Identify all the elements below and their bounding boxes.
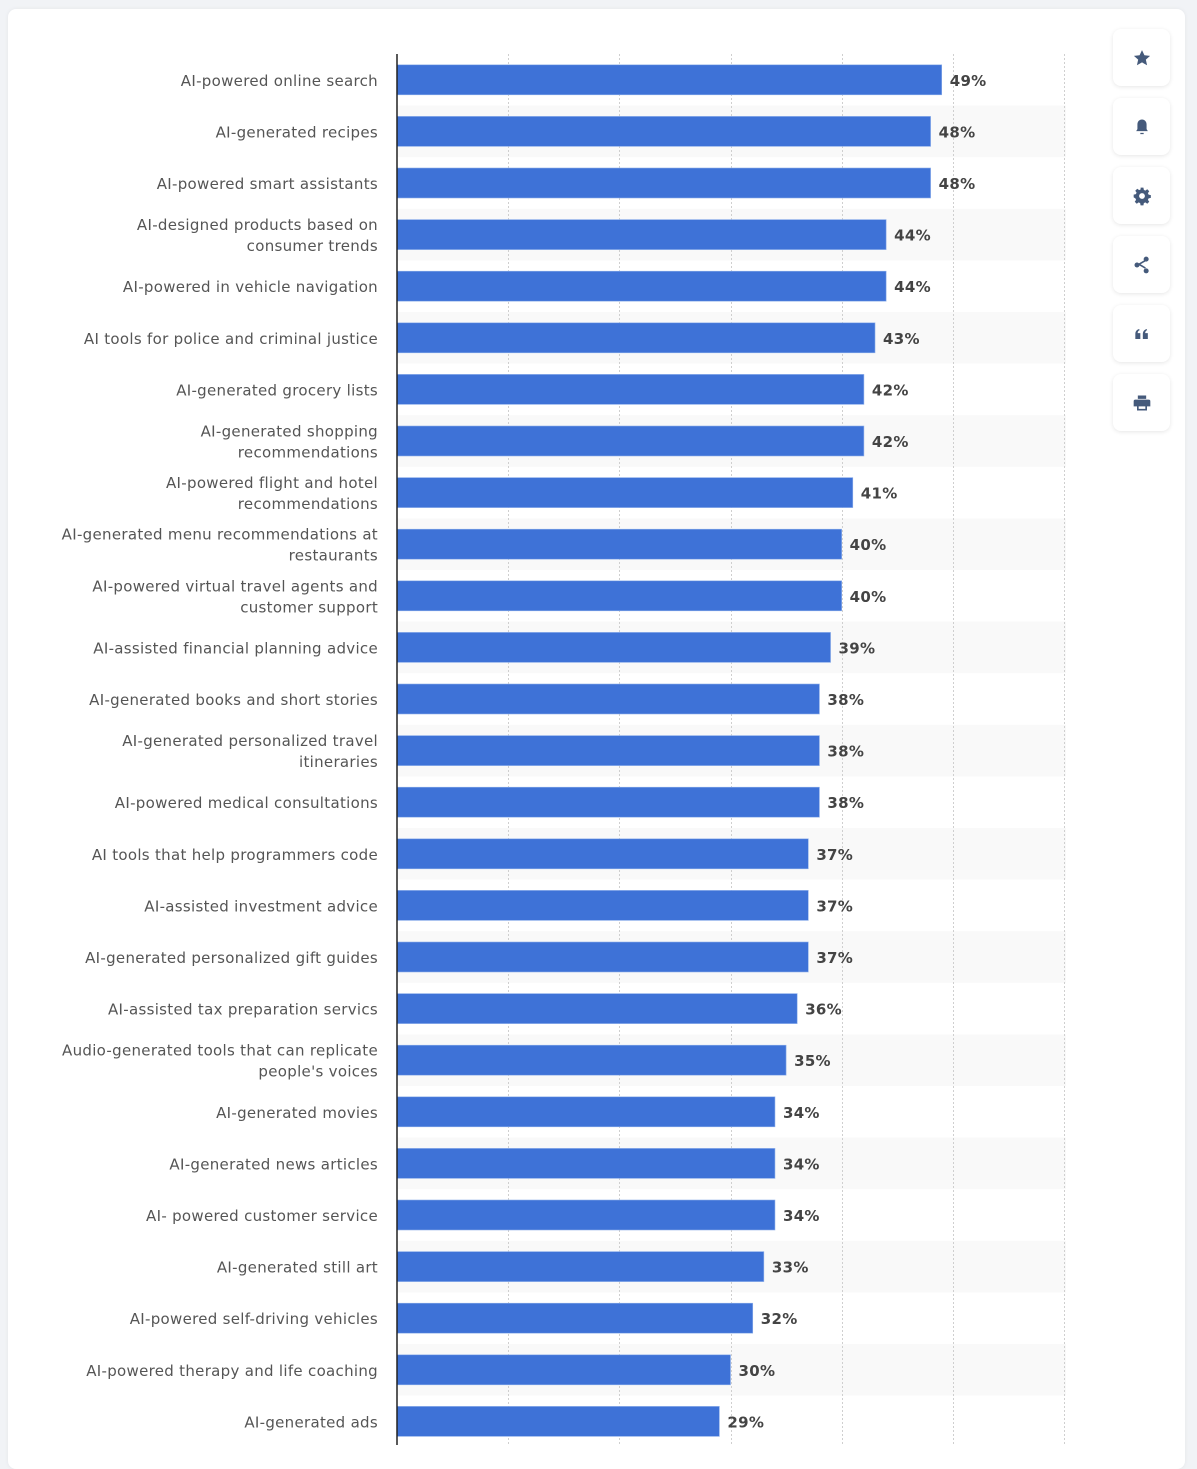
star-icon xyxy=(1133,49,1150,65)
category-label: AI-powered smart assistants xyxy=(157,175,378,193)
print-icon xyxy=(1133,395,1150,410)
value-label: 41% xyxy=(861,485,898,503)
bar[interactable] xyxy=(396,1406,720,1437)
bar[interactable] xyxy=(396,1251,765,1282)
category-label: AI-generated books and short stories xyxy=(89,691,378,709)
value-label: 38% xyxy=(827,794,864,812)
bar[interactable] xyxy=(396,632,831,663)
bar[interactable] xyxy=(396,374,865,405)
value-label: 37% xyxy=(816,897,853,915)
bar[interactable] xyxy=(396,1302,754,1334)
category-label: AI-powered flight and hotel recommendatio… xyxy=(166,474,378,513)
category-label: AI-powered self-driving vehicles xyxy=(130,1310,378,1328)
favorite-button[interactable] xyxy=(1113,29,1170,86)
bar[interactable] xyxy=(396,116,931,147)
bar[interactable] xyxy=(396,477,854,508)
category-label: AI-assisted investment advice xyxy=(144,897,378,915)
bar[interactable] xyxy=(396,1148,776,1179)
share-button[interactable] xyxy=(1113,236,1170,293)
bar[interactable] xyxy=(396,219,887,250)
value-label: 35% xyxy=(794,1052,831,1070)
value-label: 43% xyxy=(883,330,920,348)
value-label: 37% xyxy=(816,846,853,864)
category-label: AI-assisted financial planning advice xyxy=(93,639,378,657)
value-label: 44% xyxy=(894,227,931,245)
toolbar xyxy=(1113,29,1170,443)
value-label: 32% xyxy=(761,1310,798,1328)
bar[interactable] xyxy=(396,838,809,870)
value-label: 40% xyxy=(850,588,887,606)
value-label: 48% xyxy=(939,123,976,141)
bar[interactable] xyxy=(396,735,820,766)
bar[interactable] xyxy=(396,322,876,354)
value-label: 37% xyxy=(816,949,853,967)
gear-icon xyxy=(1133,187,1151,205)
category-label: AI-powered medical consultations xyxy=(115,794,378,812)
settings-button[interactable] xyxy=(1113,167,1170,224)
bar[interactable] xyxy=(396,64,943,96)
value-label: 34% xyxy=(783,1155,820,1173)
bar[interactable] xyxy=(396,580,842,612)
category-label: AI-assisted tax preparation servics xyxy=(108,1001,378,1019)
bar[interactable] xyxy=(396,1096,776,1128)
bar[interactable] xyxy=(396,993,798,1024)
value-label: 36% xyxy=(805,1001,842,1019)
category-label: AI-generated recipes xyxy=(216,123,378,141)
bar[interactable] xyxy=(396,890,809,921)
value-label: 39% xyxy=(839,639,876,657)
category-label: AI-generated shopping recommendations xyxy=(201,423,378,462)
value-label: 29% xyxy=(727,1413,764,1431)
value-label: 38% xyxy=(827,691,864,709)
category-label: AI-generated personalized travel itinerar… xyxy=(122,732,378,771)
notification-button[interactable] xyxy=(1113,98,1170,155)
category-label: AI-generated personalized gift guides xyxy=(85,949,378,967)
bar[interactable] xyxy=(396,528,842,560)
category-label: AI-powered therapy and life coaching xyxy=(86,1362,378,1380)
value-label: 40% xyxy=(850,536,887,554)
value-label: 34% xyxy=(783,1104,820,1122)
category-label: AI-powered virtual travel agents and cust… xyxy=(92,577,378,616)
value-label: 48% xyxy=(939,175,976,193)
category-label: AI tools for police and criminal justice xyxy=(84,330,378,348)
bar[interactable] xyxy=(396,1199,776,1231)
share-icon xyxy=(1134,256,1149,273)
bar[interactable] xyxy=(396,786,820,818)
category-label: AI-generated ads xyxy=(244,1413,378,1431)
value-labels: 49% 48% 48% 44% 44% 43% 42% 42% 41% 40% 40% 39% 38% 3… xyxy=(727,72,986,1432)
cite-button[interactable] xyxy=(1113,305,1170,362)
category-label: AI-generated menu recommendations at rest… xyxy=(62,526,378,565)
value-label: 38% xyxy=(827,743,864,761)
category-label: AI tools that help programmers code xyxy=(92,846,378,864)
value-label: 33% xyxy=(772,1259,809,1277)
bar[interactable] xyxy=(396,1354,731,1386)
value-label: 42% xyxy=(872,433,909,451)
category-label: AI-generated still art xyxy=(217,1259,378,1277)
value-label: 30% xyxy=(739,1362,776,1380)
category-label: AI- powered customer service xyxy=(146,1207,378,1225)
category-labels: AI-powered online search AI-generated rec… xyxy=(62,72,378,1432)
category-label: Audio-generated tools that can replicate… xyxy=(62,1042,378,1081)
value-label: 34% xyxy=(783,1207,820,1225)
category-label: AI-designed products based on consumer tr… xyxy=(137,216,378,255)
bar[interactable] xyxy=(396,167,931,199)
category-label: AI-generated grocery lists xyxy=(176,381,378,399)
bar[interactable] xyxy=(396,270,887,302)
category-label: AI-generated movies xyxy=(216,1104,378,1122)
category-label: AI-powered in vehicle navigation xyxy=(123,278,378,296)
bar[interactable] xyxy=(396,941,809,973)
category-label: AI-generated news articles xyxy=(169,1155,378,1173)
print-button[interactable] xyxy=(1113,374,1170,431)
bar[interactable] xyxy=(396,425,865,457)
bar[interactable] xyxy=(396,683,820,715)
value-label: 44% xyxy=(894,278,931,296)
value-label: 42% xyxy=(872,381,909,399)
quote-icon xyxy=(1134,328,1148,339)
category-label: AI-powered online search xyxy=(181,72,378,90)
value-label: 49% xyxy=(950,72,987,90)
bell-icon xyxy=(1135,119,1148,134)
bars xyxy=(396,64,943,1437)
bar[interactable] xyxy=(396,1044,787,1076)
